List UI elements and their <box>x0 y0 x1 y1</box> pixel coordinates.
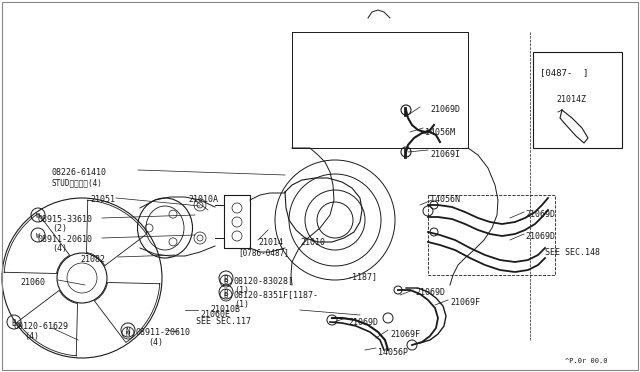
Text: 21069D: 21069D <box>525 210 555 219</box>
Text: W: W <box>36 213 40 219</box>
Text: 21069D: 21069D <box>430 105 460 114</box>
Text: 21014: 21014 <box>258 238 283 247</box>
Text: (1): (1) <box>234 300 249 309</box>
Text: [0786-0487]: [0786-0487] <box>238 248 289 257</box>
Text: (4): (4) <box>52 244 67 253</box>
Text: 21060E: 21060E <box>200 310 230 319</box>
Text: 21060: 21060 <box>20 278 45 287</box>
Text: 21014Z: 21014Z <box>556 95 586 104</box>
Text: 14056M: 14056M <box>425 128 455 137</box>
Text: [0487-  ]: [0487- ] <box>540 68 588 77</box>
Text: 08120-83028[: 08120-83028[ <box>234 276 294 285</box>
Text: 09120-61629: 09120-61629 <box>14 322 69 331</box>
Text: B: B <box>224 293 228 299</box>
Text: 21069F: 21069F <box>390 330 420 339</box>
Text: 08120-8351F[1187-: 08120-8351F[1187- <box>234 290 319 299</box>
Text: 21069D: 21069D <box>415 288 445 297</box>
Text: W: W <box>36 233 40 239</box>
Text: STUDスタッド(4): STUDスタッド(4) <box>52 178 103 187</box>
Text: 21069D: 21069D <box>525 232 555 241</box>
Text: 21010A: 21010A <box>188 195 218 204</box>
Text: SEE SEC.117: SEE SEC.117 <box>196 317 251 326</box>
Text: 21051: 21051 <box>90 195 115 204</box>
Bar <box>533 52 622 148</box>
Text: B: B <box>224 275 228 283</box>
Text: (2): (2) <box>52 224 67 233</box>
Text: 21069D: 21069D <box>348 318 378 327</box>
Text: (4): (4) <box>24 332 39 341</box>
Text: SEE SEC.148: SEE SEC.148 <box>545 248 600 257</box>
Text: B: B <box>12 318 16 327</box>
Text: 21010B: 21010B <box>210 305 240 314</box>
Text: 08915-33610: 08915-33610 <box>37 215 92 224</box>
Text: (4): (4) <box>148 338 163 347</box>
Text: 21069F: 21069F <box>450 298 480 307</box>
Text: 14056N: 14056N <box>430 195 460 204</box>
Text: ^P.0r 00.0: ^P.0r 00.0 <box>565 358 607 364</box>
Text: 21069I: 21069I <box>430 150 460 159</box>
Text: 21010: 21010 <box>300 238 325 247</box>
Text: (1): (1) <box>234 286 249 295</box>
Text: 08226-61410: 08226-61410 <box>52 168 107 177</box>
Text: 21082: 21082 <box>80 255 105 264</box>
Text: -1187]: -1187] <box>348 272 378 281</box>
Text: N: N <box>126 331 130 337</box>
Text: N: N <box>125 327 131 336</box>
Text: 08911-20610: 08911-20610 <box>37 235 92 244</box>
Text: 08911-20610: 08911-20610 <box>136 328 191 337</box>
Text: B: B <box>224 289 228 298</box>
Text: B: B <box>224 279 228 285</box>
Text: 14056P: 14056P <box>378 348 408 357</box>
